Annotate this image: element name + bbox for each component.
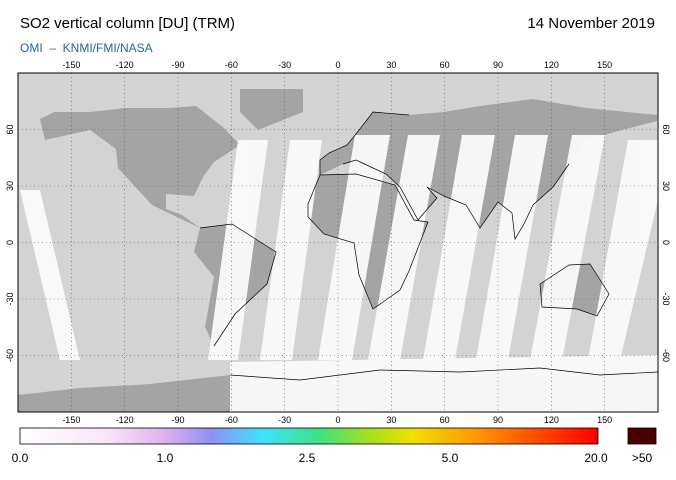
lon-tick-label: 150 <box>597 60 612 70</box>
lon-tick-label: 90 <box>493 415 503 425</box>
greenland <box>240 89 303 130</box>
lon-tick-label: -90 <box>171 415 184 425</box>
lon-tick-label: -150 <box>62 415 80 425</box>
lat-tick-label: -30 <box>5 292 15 305</box>
lon-tick-label: 30 <box>386 415 396 425</box>
lon-tick-label: 120 <box>544 415 559 425</box>
colorbar <box>19 427 599 445</box>
lat-tick-label: -30 <box>661 292 671 305</box>
lon-tick-label: 90 <box>493 60 503 70</box>
title: SO2 vertical column [DU] (TRM) <box>20 15 235 32</box>
lon-tick-label: 0 <box>335 415 340 425</box>
lat-tick-label: 60 <box>661 124 671 134</box>
colorbar-label: 20.0 <box>584 451 608 465</box>
lon-tick-label: 60 <box>440 415 450 425</box>
lat-tick-label: -60 <box>661 349 671 362</box>
source: OMI – KNMI/FMI/NASA <box>20 41 153 55</box>
lon-tick-label: 60 <box>440 60 450 70</box>
date: 14 November 2019 <box>527 15 655 32</box>
map-frame <box>17 72 659 413</box>
colorbar-label: 1.0 <box>157 451 174 465</box>
lat-tick-label: 30 <box>5 181 15 191</box>
lat-tick-label: 60 <box>5 124 15 134</box>
lon-tick-label: 30 <box>386 60 396 70</box>
lon-tick-label: -30 <box>278 60 291 70</box>
colorbar-overflow <box>627 427 657 445</box>
lon-tick-label: -150 <box>62 60 80 70</box>
colorbar-label: >50 <box>632 451 653 465</box>
lon-tick-label: -60 <box>225 415 238 425</box>
lat-tick-label: 0 <box>661 240 671 245</box>
map-area <box>18 73 658 412</box>
lat-tick-label: 30 <box>661 181 671 191</box>
lon-tick-label: -30 <box>278 415 291 425</box>
graticule <box>18 73 658 412</box>
lon-tick-label: -120 <box>116 60 134 70</box>
colorbar-labels: 0.0 1.0 2.5 5.0 20.0 >50 <box>12 451 653 465</box>
lat-tick-label: -60 <box>5 349 15 362</box>
lon-tick-label: 120 <box>544 60 559 70</box>
lon-tick-label: -120 <box>116 415 134 425</box>
lon-tick-label: -90 <box>171 60 184 70</box>
colorbar-label: 0.0 <box>12 451 29 465</box>
lon-tick-label: 0 <box>335 60 340 70</box>
lon-tick-label: 150 <box>597 415 612 425</box>
north-america <box>40 106 240 228</box>
lon-tick-label: -60 <box>225 60 238 70</box>
coastlines <box>199 111 658 381</box>
lat-tick-label: 0 <box>5 240 15 245</box>
colorbar-label: 2.5 <box>299 451 316 465</box>
colorbar-label: 5.0 <box>442 451 459 465</box>
